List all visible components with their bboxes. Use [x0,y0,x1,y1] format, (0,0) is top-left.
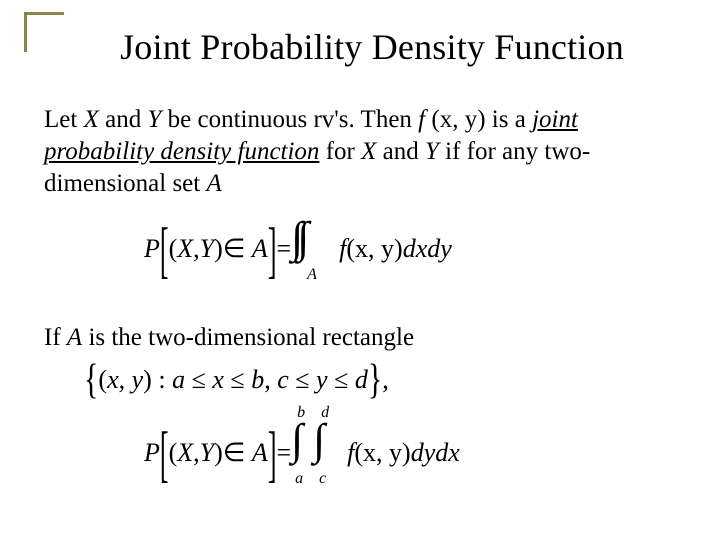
integral-sub: A [307,266,317,284]
element-of-icon: ∈ [223,438,246,467]
var-f: f [418,106,431,133]
differentials: dxdy [403,234,452,263]
var-a: A [252,438,268,467]
leq-icon: ≤ [185,365,212,394]
var-y: Y [425,138,439,165]
bracket-left: [ [160,419,169,491]
text: is the two-dimensional rectangle [82,324,414,351]
differentials: dydx [411,438,460,467]
trailing-comma: , [382,365,389,394]
colon: : [152,365,172,394]
text: is a [486,106,533,133]
brace-right: } [368,357,382,405]
leq-icon: ≤ [224,365,251,394]
equation-1: P[(X,Y)∈ A]=∫∫Af(x, y)dxdy [144,222,614,292]
var-x: X [177,438,193,467]
bracket-right: ] [268,215,277,287]
paren-right: ) [214,438,223,467]
var-d: d [355,365,368,394]
element-of-icon: ∈ [223,234,246,263]
equals: = [276,234,291,263]
var-y: Y [200,234,214,263]
paren-left: ( [169,438,178,467]
upper-limit: b [297,404,305,422]
lower-limit: a [295,470,303,488]
var-a: A [252,234,268,263]
var-y: Y [147,106,161,133]
sym-P: P [144,234,160,263]
var-c: c [277,365,289,394]
var-x: X [177,234,193,263]
var-x: X [84,106,99,133]
text: and [99,106,148,133]
upper-limit: d [321,404,329,422]
text: (x, y) [431,106,485,133]
text: If [44,324,67,351]
integral-signs: ∫∫ [291,212,303,263]
slide: Joint Probability Density Function Let X… [24,12,696,524]
text: for [319,138,361,165]
bracket-right: ] [268,419,277,491]
var-x: x [107,365,119,394]
text: Let [44,106,84,133]
leq-icon: ≤ [289,365,316,394]
var-x: X [361,138,376,165]
paragraph-2: If A is the two-dimensional rectangle [44,322,684,354]
paren-left: ( [98,365,107,394]
lower-limit: c [319,470,326,488]
comma: , [119,365,132,394]
corner-accent-horizontal [24,12,64,15]
leq-icon: ≤ [328,365,355,394]
comma: , [264,365,277,394]
equation-2: P[(X,Y)∈ A]= ∫ b a ∫ d c f(x, y)dydx [144,420,614,510]
sym-P: P [144,438,160,467]
paragraph-1: Let X and Y be continuous rv's. Then f (… [44,104,684,200]
var-x: x [212,365,224,394]
text: be continuous rv's. Then [161,106,418,133]
equals: = [276,438,291,467]
slide-title: Joint Probability Density Function [72,26,672,68]
bracket-left: [ [160,215,169,287]
corner-accent-vertical [24,12,27,52]
var-a: a [172,365,185,394]
equation-set: {(x, y) : a ≤ x ≤ b, c ≤ y ≤ d}, [84,362,389,396]
var-a: A [67,324,82,351]
paren-left: ( [169,234,178,263]
paren-right: ) [143,365,152,394]
paren-right: ) [214,234,223,263]
var-a: A [206,170,221,197]
var-y: y [316,365,328,394]
var-y: y [132,365,144,394]
f-args: (x, y) [346,234,402,263]
var-y: Y [200,438,214,467]
brace-left: { [84,357,98,405]
f-args: (x, y) [354,438,410,467]
text: and [376,138,425,165]
double-integral-icon: ∫∫A [291,222,339,280]
var-b: b [251,365,264,394]
iterated-integral-icon: ∫ b a ∫ d c [291,420,347,490]
